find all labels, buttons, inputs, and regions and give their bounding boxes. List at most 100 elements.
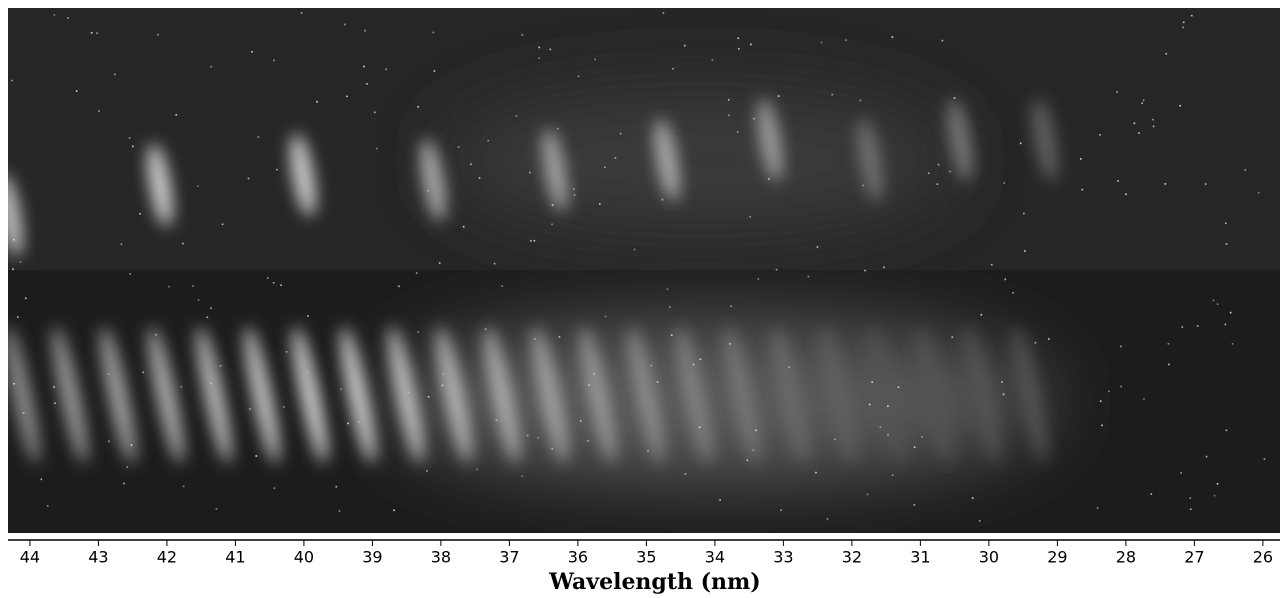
hot-pixel [719,499,721,501]
hot-pixel [142,371,145,374]
fringe [436,326,472,464]
hot-pixel [538,46,540,49]
hot-pixel [551,447,554,450]
hot-pixel [358,421,360,424]
hot-pixel [407,391,410,394]
hot-pixel [699,358,702,361]
hot-pixel [1244,169,1247,172]
hot-pixel [738,47,740,50]
hot-pixel [442,373,445,376]
hot-pixel [1181,326,1184,328]
hot-pixel [1179,104,1182,107]
hot-pixel [1047,338,1050,340]
hot-pixel [1196,325,1199,327]
hot-pixel [221,223,224,226]
hot-pixel [951,336,954,339]
hot-pixel [897,386,900,388]
hot-pixel [495,419,498,421]
hot-pixel [130,444,133,446]
hot-pixel [953,97,956,99]
hot-pixel [862,184,865,187]
hot-pixel [1263,458,1266,460]
hot-pixel [12,268,14,271]
hot-pixel [168,285,170,288]
hot-pixel [692,363,695,366]
hot-pixel [826,518,829,520]
hot-pixel [53,386,55,388]
hot-pixel [247,177,250,180]
hot-pixel [558,336,561,338]
hot-pixel [936,183,939,185]
hot-pixel [13,238,15,241]
hot-pixel [19,261,22,263]
hot-pixel [1133,122,1136,125]
x-tick-label: 35 [636,548,656,567]
hot-pixel [438,262,441,264]
fringe [580,326,616,464]
hot-pixel [937,163,940,166]
hot-pixel [478,177,481,179]
hot-pixel [1152,118,1154,121]
hot-pixel [746,459,749,462]
hot-pixel [1180,472,1182,474]
hot-pixel [300,12,303,14]
hot-pixel [108,440,110,443]
blob [542,128,568,212]
hot-pixel [594,58,596,61]
hot-pixel [1024,250,1026,252]
hot-pixel [604,315,607,318]
hot-pixel [831,93,834,96]
hot-pixel [22,412,25,414]
hot-pixel [587,440,589,442]
hot-pixel [1143,398,1145,400]
hot-pixel [753,117,755,120]
hot-pixel [1099,400,1102,402]
hot-pixel [427,189,429,192]
hot-pixel [273,59,275,62]
hot-pixel [1216,303,1219,305]
hot-pixel [949,170,951,173]
fringe [148,326,184,464]
hot-pixel [276,168,278,171]
hot-pixel [1116,91,1118,93]
hot-pixel [755,429,757,432]
hot-pixel [470,163,472,166]
blob [420,138,446,222]
hot-pixel [120,243,123,245]
hot-pixel [139,212,141,215]
hot-pixel [1167,343,1170,345]
hot-pixel [132,145,134,148]
hot-pixel [1002,393,1005,396]
hot-pixel [462,225,465,228]
hot-pixel [1125,193,1127,196]
hot-pixel [13,382,15,385]
hot-pixel [736,131,739,133]
hot-pixel [155,333,157,336]
hot-pixel [662,12,665,14]
hot-pixel [729,343,731,345]
hot-pixel [538,57,540,60]
hot-pixel [373,111,376,114]
hot-pixel [971,497,974,499]
hot-pixel [834,438,836,441]
hot-pixel [978,520,981,522]
hot-pixel [363,65,365,68]
fringe [1012,326,1048,464]
hot-pixel [1023,212,1025,215]
hot-pixel [375,147,378,150]
x-tick-label: 43 [88,548,108,567]
hot-pixel [727,114,730,117]
hot-pixel [54,402,56,404]
hot-pixel [210,307,212,309]
fringe [868,326,904,464]
hot-pixel [864,269,866,272]
fringe [484,326,520,464]
hot-pixel [1120,385,1123,388]
hot-pixel [219,364,222,367]
hot-pixel [752,449,755,452]
hot-pixel [501,285,503,288]
hot-pixel [1224,323,1227,326]
hot-pixel [619,132,622,135]
hot-pixel [777,95,780,97]
hot-pixel [1150,493,1153,495]
